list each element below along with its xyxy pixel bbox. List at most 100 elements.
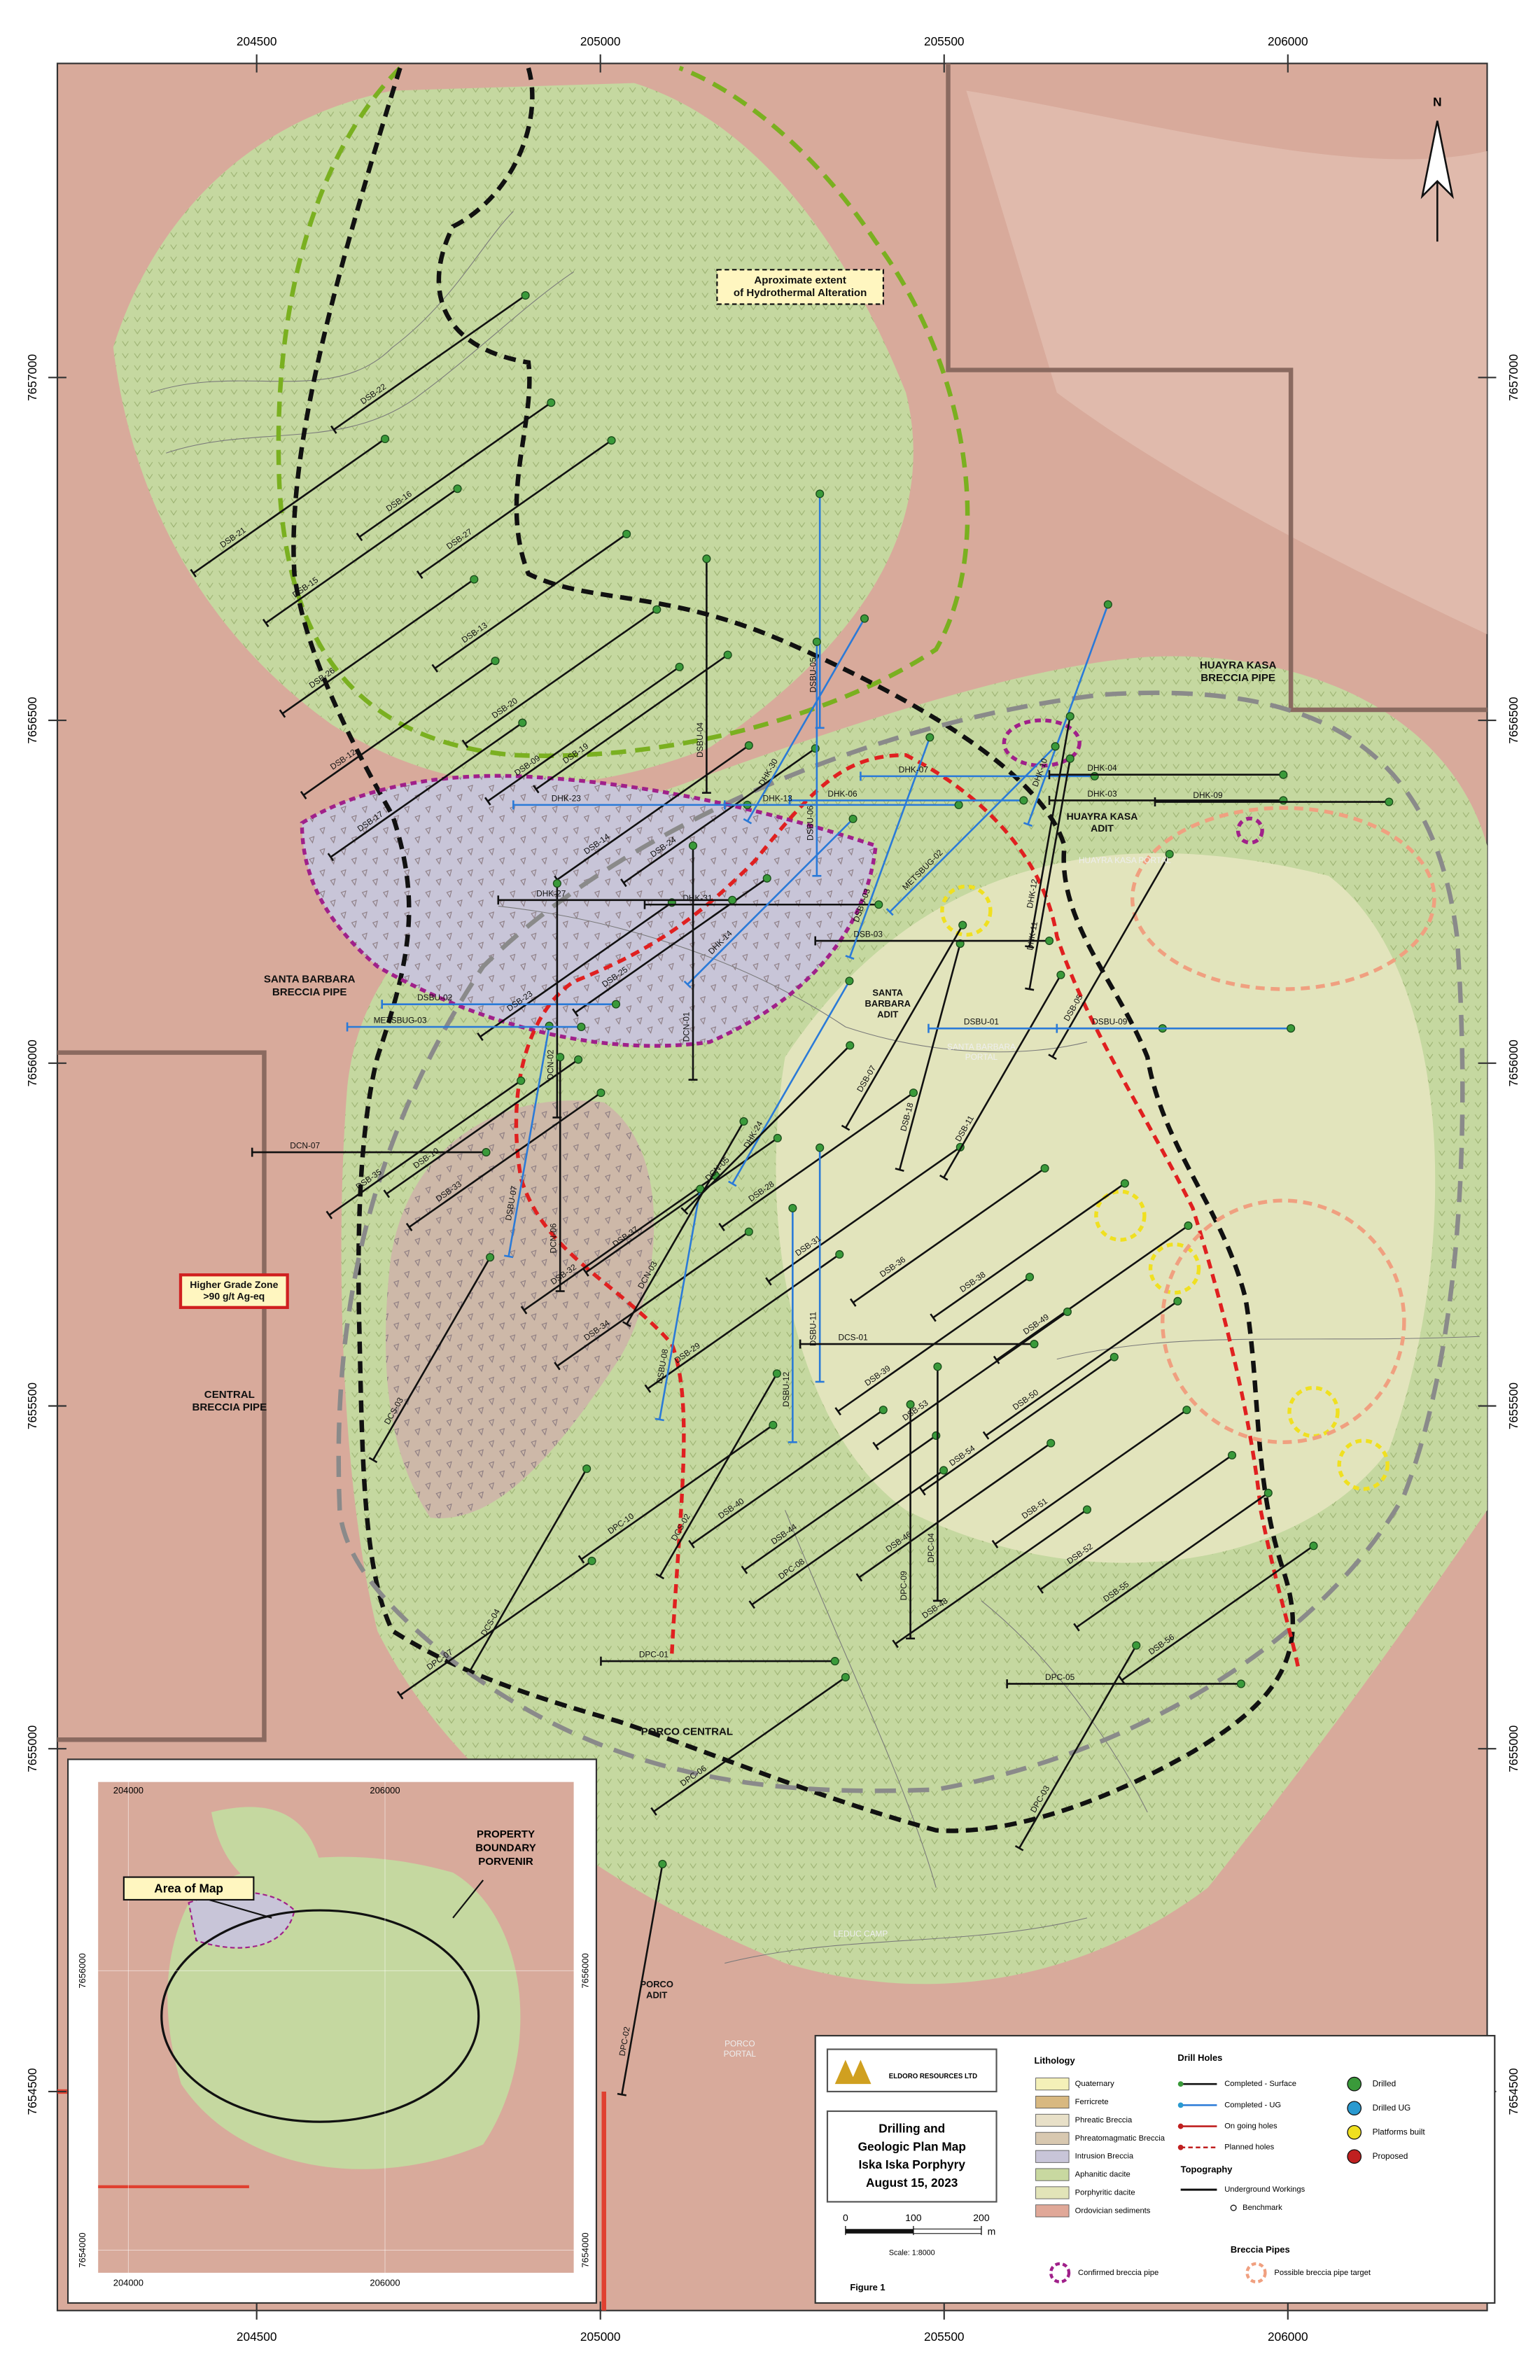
collar: [1184, 1221, 1193, 1231]
collar: [728, 895, 737, 904]
collar-tick: [849, 1298, 857, 1307]
drill-trace: [768, 1146, 961, 1282]
drill-trace: [507, 1026, 550, 1257]
collar: [1228, 1450, 1237, 1460]
scale-text: Scale: 1:8000: [889, 2249, 935, 2258]
collar: [596, 1088, 606, 1098]
collar: [1165, 850, 1174, 859]
lithology-swatch: [1035, 2113, 1070, 2127]
collar-tick: [416, 570, 424, 579]
drill-trace: [333, 294, 526, 430]
drill-hole-label: DCN-07: [290, 1141, 320, 1151]
collar-tick: [982, 1431, 990, 1440]
collar: [1309, 1541, 1318, 1550]
x-coordinate: 205000: [580, 2330, 621, 2344]
collar: [878, 1406, 888, 1415]
drill-trace: [302, 660, 496, 796]
collar: [1103, 600, 1112, 609]
legend-item: Intrusion Breccia: [1075, 2152, 1134, 2161]
annotation: BRECCIA PIPE: [272, 986, 347, 998]
collar-tick: [895, 1168, 904, 1172]
collar-tick: [728, 1180, 737, 1187]
drill-trace: [746, 617, 866, 822]
collar: [582, 1464, 592, 1474]
possible-pipe-targets: [1130, 806, 1436, 1444]
drill-trace: [408, 1092, 602, 1228]
legend-item: Underground Workings: [1224, 2185, 1305, 2194]
legend-item: Ferricrete: [1075, 2098, 1109, 2106]
status-symbol: [1347, 2101, 1362, 2116]
company: ELDORO RESOURCES LTD: [889, 2073, 977, 2080]
collar-tick: [356, 532, 363, 542]
drill-hole-label: DHK-09: [1193, 790, 1223, 800]
drill-trace: [994, 1409, 1188, 1546]
collar: [556, 1053, 565, 1062]
collar-tick: [644, 1384, 652, 1393]
collar-tick: [1118, 1676, 1126, 1685]
drill-hole-label: DSBU-11: [808, 1311, 818, 1346]
collar-tick: [919, 1487, 926, 1496]
figure-label: Figure 1: [850, 2282, 885, 2292]
annotation: SANTA: [872, 988, 903, 998]
drill-hole-label: DHK-31: [682, 893, 713, 903]
collar: [470, 575, 479, 584]
drill-hole-label: DCN-01: [682, 1011, 692, 1042]
collar: [1063, 1307, 1072, 1316]
legend-item: Ordovician sediments: [1075, 2206, 1151, 2215]
drill-trace: [691, 1409, 884, 1546]
collar-tick: [582, 1268, 589, 1277]
collar-tick: [533, 785, 540, 794]
collar: [1173, 1296, 1182, 1306]
drill-trace: [898, 943, 961, 1170]
collar: [925, 733, 934, 742]
property-boundary: [57, 63, 1488, 1742]
collar: [1110, 1352, 1119, 1362]
drill-trace: [751, 1469, 944, 1606]
drill-hole-sample: [1177, 2081, 1184, 2087]
drill-trace: [580, 1424, 774, 1560]
title-box: [826, 2110, 997, 2203]
collar: [652, 605, 662, 614]
drill-trace: [399, 1560, 593, 1696]
inset-label: PORVENIR: [478, 1856, 533, 1868]
collar: [954, 800, 963, 809]
drill-hole-label: DPC-01: [639, 1650, 669, 1660]
drill-trace: [556, 1231, 750, 1367]
y-coordinate: 7655500: [1506, 1382, 1520, 1429]
collar: [1025, 1273, 1035, 1282]
drill-hole-label: DCN-02: [545, 1050, 555, 1080]
collar-tick: [834, 1407, 841, 1416]
annotation: HUAYRA KASA: [1200, 659, 1277, 671]
collar: [835, 1250, 844, 1259]
collar-tick: [892, 1639, 899, 1648]
collar: [675, 662, 684, 671]
y-coordinate: 7657000: [25, 354, 39, 401]
drill-hole-label: DPC-05: [1045, 1672, 1075, 1682]
collar-tick: [743, 818, 752, 825]
collar-tick: [1048, 1054, 1057, 1060]
collar: [622, 529, 631, 538]
status-symbol: [1347, 2124, 1362, 2140]
collar: [874, 900, 883, 909]
x-coordinate: 205000: [580, 34, 621, 48]
collar-tick: [383, 1189, 391, 1198]
drill-trace: [659, 1189, 701, 1420]
collar: [453, 484, 462, 493]
drill-trace: [372, 1256, 491, 1461]
annotation: PORTAL: [965, 1052, 998, 1062]
drill-trace: [922, 1356, 1115, 1492]
drill-trace: [1040, 1454, 1233, 1590]
collar-tick: [1014, 1844, 1024, 1851]
inset-boundary: [160, 1909, 480, 2123]
annotation: PORCO CENTRAL: [641, 1726, 734, 1737]
collar-tick: [620, 878, 627, 888]
map-title: Iska Iska Porphyry: [859, 2157, 966, 2171]
drill-trace: [875, 1310, 1068, 1447]
lithology-swatch: [1035, 2095, 1070, 2109]
lithology-swatch: [1035, 2186, 1070, 2199]
high-grade-zone: [514, 752, 1301, 1670]
drill-hole-label: DSBU-09: [1092, 1017, 1127, 1027]
drill-hole-label: DSBU-12: [781, 1372, 791, 1407]
scale-unit: m: [988, 2225, 996, 2236]
collar: [1287, 1024, 1296, 1033]
